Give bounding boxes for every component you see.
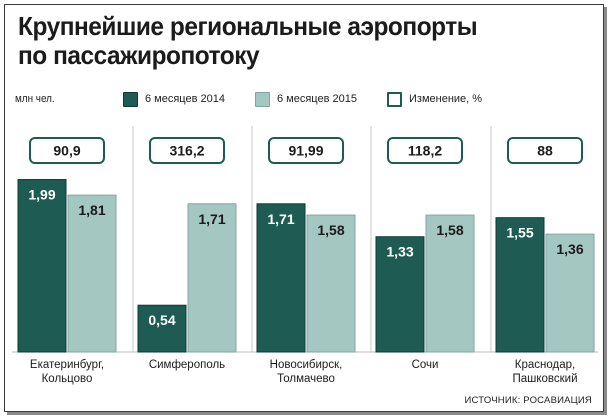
bar-2014 [495, 217, 545, 353]
legend-label-2014: 6 месяцев 2014 [145, 93, 225, 105]
change-box [387, 137, 463, 164]
bar-value-2014: 1,99 [28, 187, 55, 203]
change-box [507, 137, 583, 164]
bar-2015 [425, 214, 475, 353]
change-label: 91,99 [288, 143, 323, 159]
bar-value-2015: 1,58 [436, 222, 463, 238]
change-label: 118,2 [408, 143, 442, 159]
chart-title: Крупнейшие региональные аэропорты по пас… [18, 12, 563, 70]
legend-label-2015: 6 месяцев 2015 [277, 93, 357, 105]
change-label: 90,9 [53, 143, 80, 159]
bar-2015 [545, 233, 595, 353]
category-label-line: Симферополь [149, 359, 225, 371]
chart-title-line1: Крупнейшие региональные аэропорты [18, 11, 478, 41]
bar-2015 [187, 203, 237, 353]
change-box [149, 137, 225, 164]
category-label-line: Екатеринбург, [30, 359, 104, 371]
bar-value-2014: 0,54 [148, 312, 175, 328]
bar-2015 [67, 194, 117, 353]
bar-value-2014: 1,33 [386, 244, 413, 260]
bar-value-2015: 1,58 [317, 222, 344, 238]
change-box [268, 137, 344, 164]
bar-2014 [375, 236, 425, 353]
legend-item-2014: 6 месяцев 2014 [123, 90, 225, 108]
legend-label-change: Изменение, % [409, 93, 483, 105]
legend-swatch-change [387, 91, 402, 107]
change-box [29, 137, 105, 164]
category-label: Екатеринбург, Кольцово [30, 359, 104, 385]
legend-item-change: Изменение, % [387, 90, 482, 108]
units-label: млн чел. [15, 93, 55, 105]
category-label: Краснодар, Пашковский [512, 359, 577, 385]
bar-2015 [306, 214, 356, 353]
bar-2014 [17, 179, 67, 353]
legend-item-2015: 6 месяцев 2015 [255, 90, 357, 108]
category-label: Сочи [412, 359, 439, 371]
legend-swatch-2014 [123, 91, 138, 107]
change-label: 316,2 [169, 143, 204, 159]
bar-2014 [137, 304, 187, 353]
bar-value-2014: 1,71 [267, 211, 294, 227]
category-label: Новосибирск, Толмачево [270, 359, 343, 385]
category-label: Симферополь [149, 359, 225, 371]
bar-2014 [256, 203, 306, 353]
source-note: ИСТОЧНИК: РОСАВИАЦИЯ [464, 395, 592, 406]
category-label-line: Сочи [412, 359, 439, 371]
category-label-line: Кольцово [42, 373, 93, 385]
change-label: 88 [537, 143, 553, 159]
chart-title-line2: по пассажиропотоку [18, 40, 260, 70]
category-label-line: Краснодар, [515, 359, 575, 371]
category-label-line: Новосибирск, [270, 359, 343, 371]
bar-value-2015: 1,71 [198, 211, 225, 227]
bar-value-2014: 1,55 [506, 225, 533, 241]
category-label-line: Толмачево [277, 373, 335, 385]
bar-value-2015: 1,36 [556, 241, 583, 257]
category-label-line: Пашковский [512, 373, 577, 385]
bar-value-2015: 1,81 [78, 202, 105, 218]
legend-swatch-2015 [255, 91, 270, 107]
